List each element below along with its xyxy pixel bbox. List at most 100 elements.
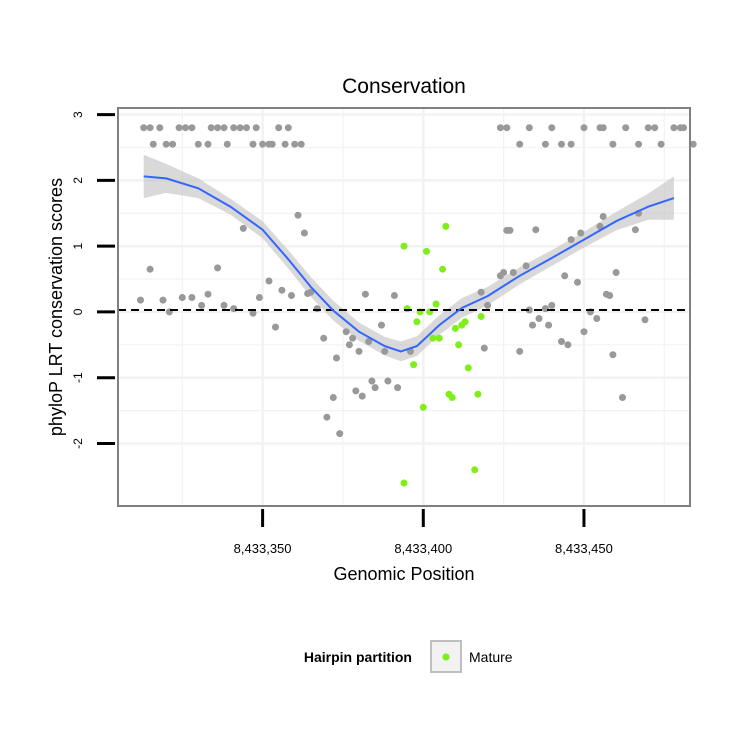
other-point: [670, 124, 678, 132]
mature-point: [429, 334, 437, 342]
other-point: [368, 377, 376, 385]
other-point: [561, 272, 569, 280]
other-point: [291, 140, 299, 148]
mature-point: [403, 305, 411, 313]
mature-point: [400, 479, 408, 487]
other-point: [194, 140, 202, 148]
other-point: [525, 124, 533, 132]
other-point: [567, 140, 575, 148]
other-point: [342, 328, 350, 336]
other-point: [252, 124, 260, 132]
other-point: [349, 334, 357, 342]
other-point: [137, 296, 144, 304]
x-tick-label: 8,433,350: [234, 541, 292, 556]
other-point: [564, 341, 572, 349]
other-point: [214, 264, 222, 272]
other-point: [255, 294, 263, 301]
other-point: [651, 124, 659, 132]
mature-point: [432, 300, 440, 308]
other-point: [384, 377, 392, 385]
other-point: [336, 430, 344, 438]
other-point: [567, 236, 575, 244]
y-tick-label: 0: [71, 308, 85, 315]
other-point: [236, 124, 244, 132]
other-point: [541, 305, 549, 313]
other-point: [265, 277, 273, 285]
other-point: [188, 124, 196, 132]
y-tick-label: -1: [71, 372, 85, 383]
other-point: [140, 124, 148, 132]
other-point: [281, 140, 289, 148]
other-point: [156, 124, 164, 132]
other-point: [230, 305, 238, 313]
other-point: [214, 124, 222, 132]
other-point: [503, 124, 511, 132]
other-point: [365, 338, 373, 345]
panel-border-layer: [117, 107, 691, 507]
other-point: [532, 226, 540, 234]
other-point: [345, 341, 353, 349]
smooth-layer: [143, 175, 675, 353]
other-point: [631, 226, 639, 234]
other-point: [548, 124, 556, 132]
other-point: [522, 262, 530, 270]
other-point: [220, 124, 228, 132]
other-point: [204, 290, 212, 298]
other-point: [278, 286, 286, 294]
mature-point: [413, 318, 421, 326]
other-point: [622, 124, 630, 132]
other-point: [484, 301, 492, 309]
other-point: [243, 124, 250, 132]
other-point: [323, 413, 331, 421]
other-point: [619, 394, 626, 401]
mature-point: [435, 334, 443, 342]
other-point: [230, 124, 238, 132]
other-point: [496, 124, 504, 132]
other-point: [500, 269, 508, 276]
other-point: [596, 222, 604, 230]
mature-point: [439, 265, 447, 273]
other-point: [580, 124, 588, 132]
mature-point: [410, 361, 418, 369]
other-point: [390, 292, 398, 299]
other-point: [329, 394, 337, 401]
other-point: [297, 140, 305, 148]
legend-title: Hairpin partition: [304, 649, 412, 665]
other-point: [635, 140, 643, 148]
other-point: [381, 347, 389, 355]
mature-point: [471, 466, 479, 474]
other-point: [284, 124, 292, 132]
other-point: [535, 315, 543, 322]
other-point: [371, 384, 379, 392]
other-point: [149, 140, 157, 148]
x-axis: 8,433,350 8,433,400 8,433,450: [234, 509, 613, 556]
other-point: [574, 278, 581, 286]
other-point: [676, 124, 684, 132]
y-axis: -2 -1 0 1 2 3: [71, 111, 115, 449]
mature-point: [474, 390, 482, 398]
other-point: [249, 140, 257, 148]
other-point: [182, 124, 189, 132]
other-point: [506, 226, 514, 234]
points-layer: [137, 124, 697, 487]
other-point: [541, 140, 549, 148]
smooth-line: [143, 175, 675, 353]
other-point: [220, 301, 228, 309]
other-point: [558, 140, 565, 148]
other-point: [689, 140, 697, 148]
other-point: [146, 124, 154, 132]
other-point: [178, 294, 186, 301]
other-point: [333, 354, 340, 362]
mature-point: [442, 222, 450, 230]
other-point: [558, 338, 565, 345]
other-point: [516, 140, 524, 148]
other-point: [657, 140, 665, 148]
other-point: [599, 124, 607, 132]
other-point: [275, 124, 283, 132]
other-point: [599, 213, 607, 220]
other-point: [207, 124, 215, 132]
y-tick-label: -2: [71, 438, 85, 449]
mature-point: [448, 394, 456, 401]
other-point: [294, 211, 302, 219]
